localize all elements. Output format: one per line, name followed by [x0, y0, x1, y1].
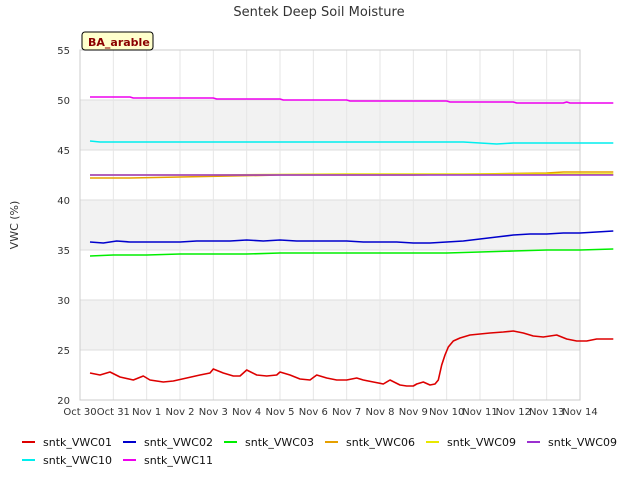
legend-label: sntk_VWC06: [346, 436, 415, 449]
legend-label: sntk_VWC09: [548, 436, 617, 449]
legend-label: sntk_VWC03: [245, 436, 314, 449]
legend-label: sntk_VWC02: [144, 436, 213, 449]
y-axis-label: VWC (%): [8, 201, 21, 250]
legend-label: sntk_VWC11: [144, 454, 213, 467]
y-axis: 20 25 30 35 40 45 50 55: [57, 46, 70, 407]
y-tick-label: 20: [57, 396, 70, 407]
band: [80, 50, 580, 100]
series-line-sntk_VWC03: [89, 248, 614, 257]
site-badge: BA_arable: [81, 31, 154, 51]
legend-label: sntk_VWC10: [43, 454, 112, 467]
x-tick-label: Nov 6: [299, 407, 328, 418]
x-tick-label: Nov 12: [496, 407, 531, 418]
band: [80, 250, 580, 300]
legend-label: sntk_VWC01: [43, 436, 112, 449]
x-tick-label: Nov 8: [365, 407, 394, 418]
band: [80, 300, 580, 350]
series-line-sntk_VWC11: [90, 96, 614, 104]
x-tick-label: Nov 3: [199, 407, 228, 418]
x-tick-label: Oct 30: [63, 407, 96, 418]
x-tick-label: Oct 31: [97, 407, 130, 418]
y-tick-label: 40: [57, 196, 70, 207]
y-tick-label: 55: [57, 46, 70, 57]
x-tick-label: Nov 13: [529, 407, 564, 418]
site-badge-label: BA_arable: [88, 36, 150, 49]
y-tick-label: 25: [57, 346, 70, 357]
series-group: [89, 96, 614, 387]
x-tick-label: Nov 4: [232, 407, 261, 418]
series-line-sntk_VWC02: [89, 230, 614, 244]
y-tick-label: 50: [57, 96, 70, 107]
y-tick-label: 30: [57, 296, 70, 307]
plot-area: [79, 49, 581, 401]
band: [80, 350, 580, 400]
x-tick-label: Nov 7: [332, 407, 361, 418]
y-tick-label: 45: [57, 146, 70, 157]
chart-title: Sentek Deep Soil Moisture: [233, 5, 404, 20]
legend-label: sntk_VWC09: [447, 436, 516, 449]
x-tick-label: Nov 9: [399, 407, 428, 418]
series-line-sntk_VWC10: [89, 140, 614, 145]
site-badge-box: [81, 31, 154, 51]
y-tick-label: 35: [57, 246, 70, 257]
x-tick-label: Nov 14: [562, 407, 597, 418]
legend: sntk_VWC01 sntk_VWC02 sntk_VWC03 sntk_VWC06…: [22, 436, 617, 467]
x-tick-label: Nov 1: [132, 407, 161, 418]
x-tick-label: Nov 11: [462, 407, 497, 418]
series-line-sntk_VWC01: [89, 330, 614, 387]
x-tick-label: Nov 5: [265, 407, 294, 418]
x-tick-label: Nov 10: [429, 407, 464, 418]
x-tick-label: Nov 2: [165, 407, 194, 418]
x-axis: Oct 30 Oct 31 Nov 1 Nov 2 Nov 3 Nov 4 Nov 5 Nov…: [63, 407, 597, 418]
